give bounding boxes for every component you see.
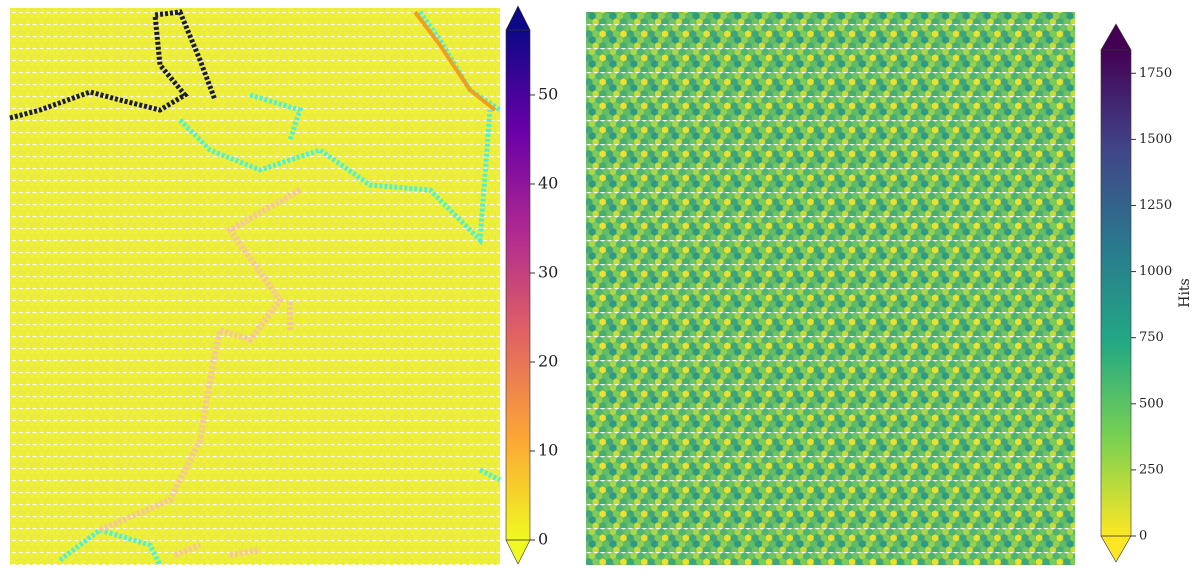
tick-label: 750 bbox=[1139, 330, 1164, 345]
som-map-left bbox=[10, 8, 500, 565]
tick-label: 30 bbox=[538, 262, 558, 281]
tick-label: 1000 bbox=[1139, 264, 1172, 279]
colorbar-extend-min bbox=[1100, 535, 1132, 563]
tick-label: 1500 bbox=[1139, 132, 1172, 147]
colorbar bbox=[1101, 50, 1131, 536]
colorbar-frame bbox=[505, 29, 531, 541]
som-map-right bbox=[586, 12, 1075, 565]
cluster-border bbox=[98, 187, 302, 558]
tick-label: 10 bbox=[538, 440, 558, 459]
colorbar-extend-max bbox=[1100, 23, 1132, 51]
tick-label: 40 bbox=[538, 173, 558, 192]
colorbar-extend-min bbox=[505, 539, 531, 565]
colorbar-frame bbox=[1100, 49, 1132, 537]
cluster-border bbox=[9, 9, 218, 121]
colorbar-extend-max bbox=[505, 5, 531, 31]
cluster-border bbox=[413, 10, 497, 112]
tick-label: 20 bbox=[538, 351, 558, 370]
tick-label: 250 bbox=[1139, 462, 1164, 477]
cluster-border bbox=[58, 10, 502, 567]
colorbar-label: Hits bbox=[1177, 278, 1193, 308]
tick-label: 500 bbox=[1139, 396, 1164, 411]
colorbar bbox=[506, 30, 530, 540]
tick-label: 50 bbox=[538, 84, 558, 103]
tick-label: 1750 bbox=[1139, 66, 1172, 81]
tick-label: 1250 bbox=[1139, 198, 1172, 213]
tick-label: 0 bbox=[1139, 529, 1147, 544]
tick-label: 0 bbox=[538, 530, 548, 549]
